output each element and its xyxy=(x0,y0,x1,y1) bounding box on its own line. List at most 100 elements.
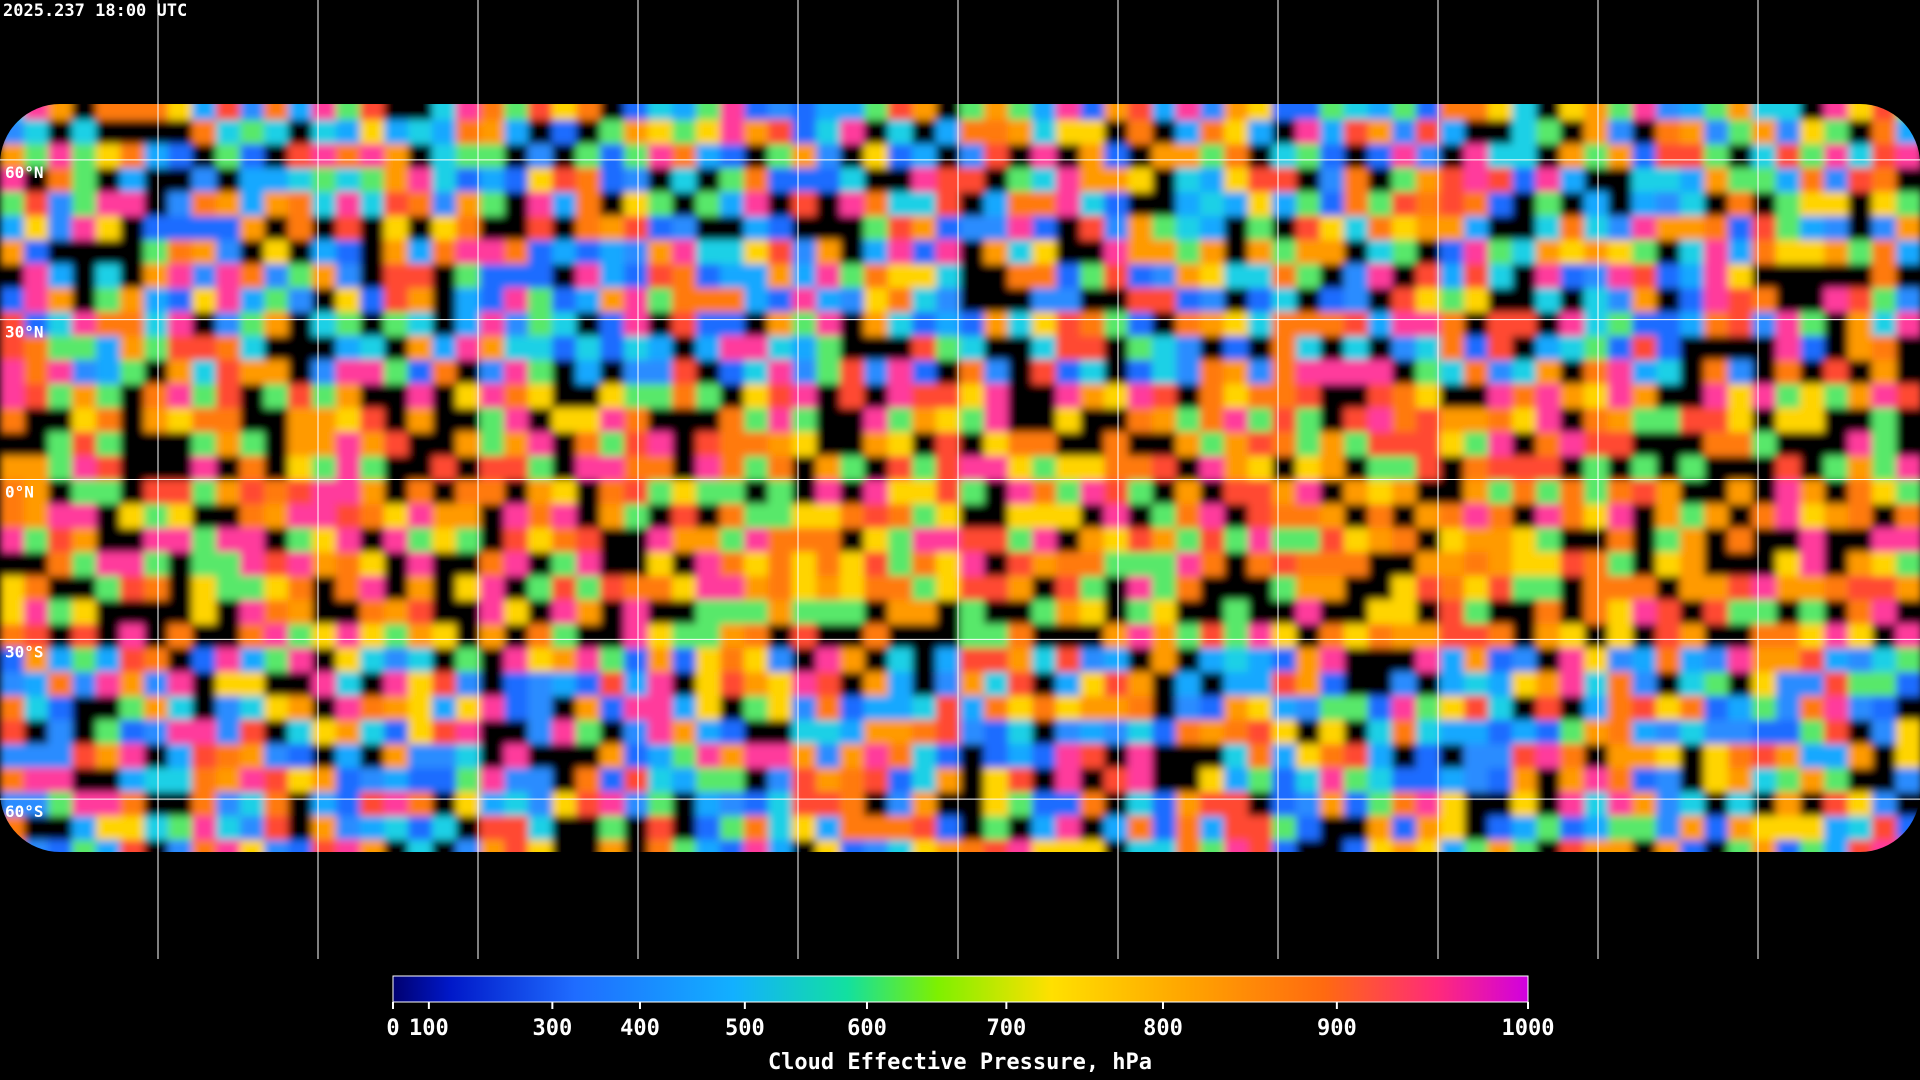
cloud-cell xyxy=(744,768,770,794)
cloud-cell xyxy=(168,216,194,242)
cloud-cell xyxy=(144,120,170,146)
cloud-cell xyxy=(912,672,938,698)
cloud-cell xyxy=(648,600,674,626)
cloud-cell xyxy=(816,840,842,852)
cloud-cell xyxy=(1560,816,1586,842)
cloud-cell xyxy=(96,456,122,482)
cloud-cell xyxy=(1104,840,1130,852)
cloud-cell xyxy=(1464,816,1490,842)
cloud-cell xyxy=(24,312,50,338)
cloud-cell xyxy=(1344,480,1370,506)
cloud-cell xyxy=(1656,504,1682,530)
cloud-cell xyxy=(1848,104,1874,122)
cloud-cell xyxy=(1392,192,1418,218)
cloud-cell xyxy=(168,432,194,458)
cloud-cell xyxy=(240,696,266,722)
cloud-cell xyxy=(384,360,410,386)
cloud-cell xyxy=(840,672,866,698)
cloud-cell xyxy=(1392,648,1418,674)
cloud-cell xyxy=(1752,576,1778,602)
cloud-cell xyxy=(1872,120,1898,146)
cloud-cell xyxy=(288,552,314,578)
cloud-cell xyxy=(1680,216,1706,242)
cloud-cell xyxy=(312,624,338,650)
cloud-cell xyxy=(1440,336,1466,362)
cloud-cell xyxy=(384,408,410,434)
cloud-cell xyxy=(1512,384,1538,410)
cloud-cell xyxy=(192,120,218,146)
cloud-cell xyxy=(360,384,386,410)
cloud-cell xyxy=(1056,816,1082,842)
cloud-cell xyxy=(1152,624,1178,650)
cloud-cell xyxy=(120,432,146,458)
cloud-cell xyxy=(984,336,1010,362)
cloud-cell xyxy=(1584,240,1610,266)
cloud-cell xyxy=(864,144,890,170)
cloud-cell xyxy=(192,576,218,602)
cloud-cell xyxy=(1824,240,1850,266)
cloud-cell xyxy=(24,336,50,362)
cloud-cell xyxy=(1608,120,1634,146)
cloud-cell xyxy=(72,384,98,410)
cloud-cell xyxy=(216,432,242,458)
cloud-cell xyxy=(216,384,242,410)
cloud-cell xyxy=(360,336,386,362)
cloud-cell xyxy=(504,648,530,674)
cloud-cell xyxy=(1536,696,1562,722)
cloud-cell xyxy=(384,240,410,266)
cloud-cell xyxy=(1632,792,1658,818)
cloud-cell xyxy=(744,360,770,386)
cloud-cell xyxy=(24,432,50,458)
cloud-cell xyxy=(1704,264,1730,290)
cloud-cell xyxy=(648,192,674,218)
cloud-cell xyxy=(1512,360,1538,386)
cloud-cell xyxy=(1056,600,1082,626)
cloud-cell xyxy=(1272,288,1298,314)
cloud-cell xyxy=(1032,336,1058,362)
cloud-cell xyxy=(1080,720,1106,746)
cloud-cell xyxy=(816,432,842,458)
cloud-cell xyxy=(1248,312,1274,338)
cloud-cell xyxy=(1080,432,1106,458)
cloud-cell xyxy=(384,792,410,818)
cloud-cell xyxy=(960,600,986,626)
cloud-cell xyxy=(96,792,122,818)
cloud-cell xyxy=(1320,768,1346,794)
cloud-cell xyxy=(96,552,122,578)
cloud-cell xyxy=(552,384,578,410)
cloud-cell xyxy=(216,672,242,698)
cloud-cell xyxy=(1008,696,1034,722)
cloud-cell xyxy=(264,264,290,290)
cloud-cell xyxy=(1368,312,1394,338)
cloud-cell xyxy=(1344,288,1370,314)
cloud-cell xyxy=(1536,576,1562,602)
cloud-cell xyxy=(528,264,554,290)
cloud-cell xyxy=(1368,336,1394,362)
cloud-cell xyxy=(1440,720,1466,746)
cloud-cell xyxy=(1800,312,1826,338)
cloud-cell xyxy=(1440,360,1466,386)
cloud-cell xyxy=(960,360,986,386)
cloud-cell xyxy=(864,360,890,386)
cloud-cell xyxy=(1440,312,1466,338)
cloud-cell xyxy=(1752,456,1778,482)
cloud-cell xyxy=(912,744,938,770)
cloud-cell xyxy=(360,432,386,458)
cloud-cell xyxy=(840,624,866,650)
cloud-cell xyxy=(1488,168,1514,194)
cloud-cell xyxy=(552,456,578,482)
cloud-cell xyxy=(1728,360,1754,386)
cloud-cell xyxy=(1176,504,1202,530)
cloud-cell xyxy=(1896,336,1920,362)
cloud-cell xyxy=(1440,384,1466,410)
cloud-cell xyxy=(1008,192,1034,218)
cloud-cell xyxy=(1320,240,1346,266)
cloud-cell xyxy=(1536,264,1562,290)
cloud-cell xyxy=(528,552,554,578)
cloud-cell xyxy=(1608,216,1634,242)
cloud-cell xyxy=(624,480,650,506)
cloud-cell xyxy=(336,336,362,362)
cloud-cell xyxy=(624,672,650,698)
cloud-cell xyxy=(432,672,458,698)
cloud-cell xyxy=(168,624,194,650)
